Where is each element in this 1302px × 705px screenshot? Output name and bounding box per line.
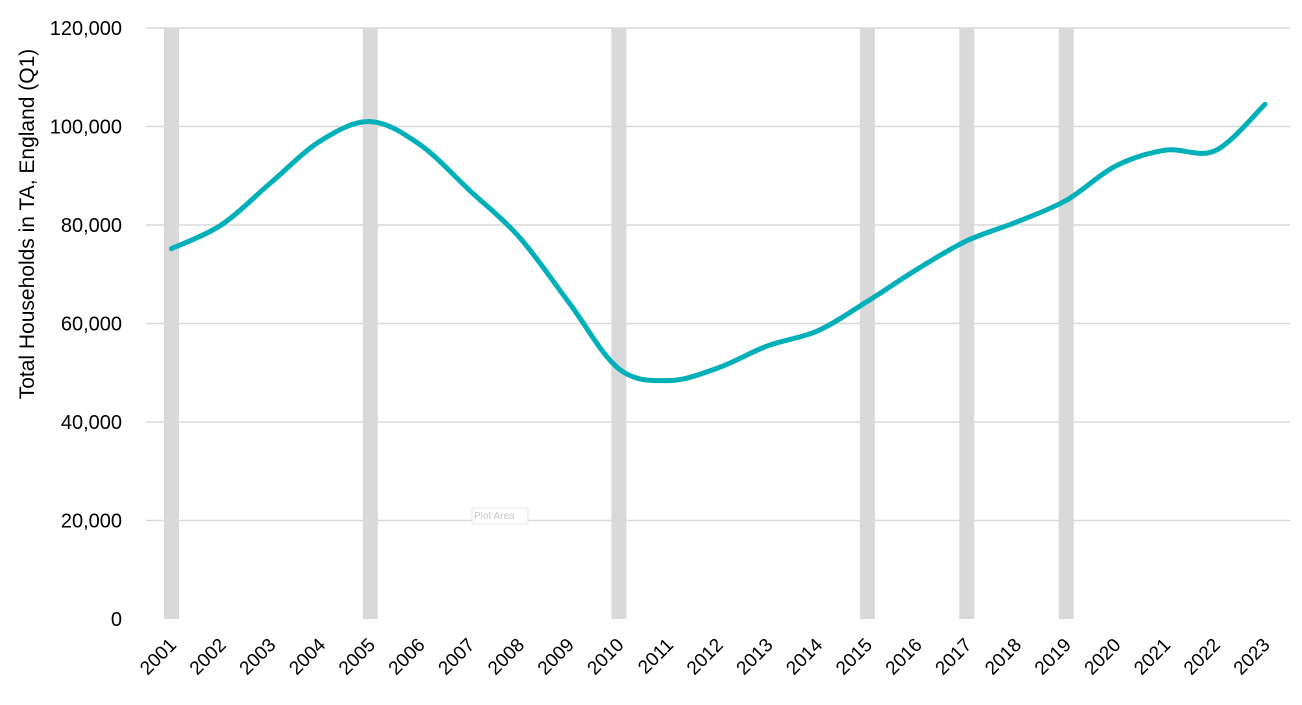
x-tick-label: 2004 bbox=[285, 634, 330, 679]
series-lines bbox=[169, 101, 1268, 384]
y-tick-label: 100,000 bbox=[50, 117, 122, 139]
x-axis-tick-labels: 2001 2002 2003 2004 2005 2006 2007 2008 2009 2010… bbox=[136, 634, 1274, 679]
y-tick-label: 20,000 bbox=[61, 511, 122, 533]
x-tick-label: 2007 bbox=[435, 635, 480, 680]
x-tick-label: 2017 bbox=[932, 635, 977, 680]
x-tick-label: 2012 bbox=[683, 635, 728, 680]
data-point-2016 bbox=[915, 267, 920, 272]
series-line bbox=[169, 101, 1268, 384]
data-point-2004 bbox=[318, 138, 323, 143]
x-tick-label: 2001 bbox=[136, 635, 181, 680]
data-point-2013 bbox=[765, 343, 770, 348]
data-point-2012 bbox=[716, 365, 721, 370]
data-point-2022 bbox=[1213, 148, 1218, 153]
y-tick-label: 40,000 bbox=[61, 412, 122, 434]
x-tick-label: 2013 bbox=[733, 635, 778, 680]
y-tick-label: 0 bbox=[111, 609, 122, 631]
data-point-2021 bbox=[1163, 148, 1168, 153]
tooltip-label: Plot Area bbox=[474, 511, 515, 522]
x-tick-label: 2019 bbox=[1031, 635, 1076, 680]
y-tick-label: 120,000 bbox=[50, 18, 122, 40]
x-tick-label: 2023 bbox=[1230, 635, 1275, 680]
plot-area-tooltip: Plot Area bbox=[471, 507, 529, 525]
x-tick-label: 2008 bbox=[484, 635, 529, 680]
data-point-2017 bbox=[964, 238, 969, 243]
data-point-2003 bbox=[268, 180, 273, 185]
data-point-2014 bbox=[815, 328, 820, 333]
data-point-2005 bbox=[368, 119, 373, 124]
data-point-2020 bbox=[1113, 163, 1118, 168]
x-tick-label: 2021 bbox=[1130, 635, 1175, 680]
y-axis-title: Total Households in TA, England (Q1) bbox=[16, 49, 39, 400]
x-tick-label: 2006 bbox=[385, 635, 430, 680]
x-tick-label: 2005 bbox=[335, 635, 380, 680]
data-point-2001 bbox=[169, 246, 174, 251]
data-point-2009 bbox=[567, 300, 572, 305]
data-point-2008 bbox=[517, 235, 522, 240]
x-tick-label: 2009 bbox=[534, 635, 579, 680]
data-point-2018 bbox=[1014, 220, 1019, 225]
tooltip-box bbox=[471, 507, 529, 525]
x-tick-label: 2016 bbox=[882, 635, 927, 680]
data-point-2007 bbox=[467, 188, 472, 193]
x-tick-label: 2020 bbox=[1081, 635, 1126, 680]
x-tick-label: 2022 bbox=[1180, 635, 1225, 680]
x-tick-label: 2002 bbox=[186, 635, 231, 680]
x-tick-label: 2011 bbox=[634, 635, 678, 679]
y-axis-tick-labels: 0 20,000 40,000 60,000 80,000 100,000 120,000 bbox=[50, 18, 122, 631]
data-point-2011 bbox=[666, 378, 671, 383]
x-tick-label: 2010 bbox=[584, 635, 629, 680]
x-tick-label: 2003 bbox=[236, 635, 281, 680]
gridlines bbox=[146, 27, 1290, 522]
data-point-2002 bbox=[219, 223, 224, 228]
x-tick-label: 2014 bbox=[782, 634, 827, 679]
x-tick-label: 2018 bbox=[981, 635, 1026, 680]
y-tick-label: 60,000 bbox=[61, 314, 122, 336]
data-point-2015 bbox=[865, 299, 870, 304]
data-point-2010 bbox=[616, 366, 621, 371]
data-point-2023 bbox=[1263, 102, 1268, 107]
data-point-2006 bbox=[418, 142, 423, 147]
y-tick-label: 80,000 bbox=[61, 215, 122, 237]
data-point-2019 bbox=[1064, 198, 1069, 203]
x-tick-label: 2015 bbox=[832, 635, 877, 680]
